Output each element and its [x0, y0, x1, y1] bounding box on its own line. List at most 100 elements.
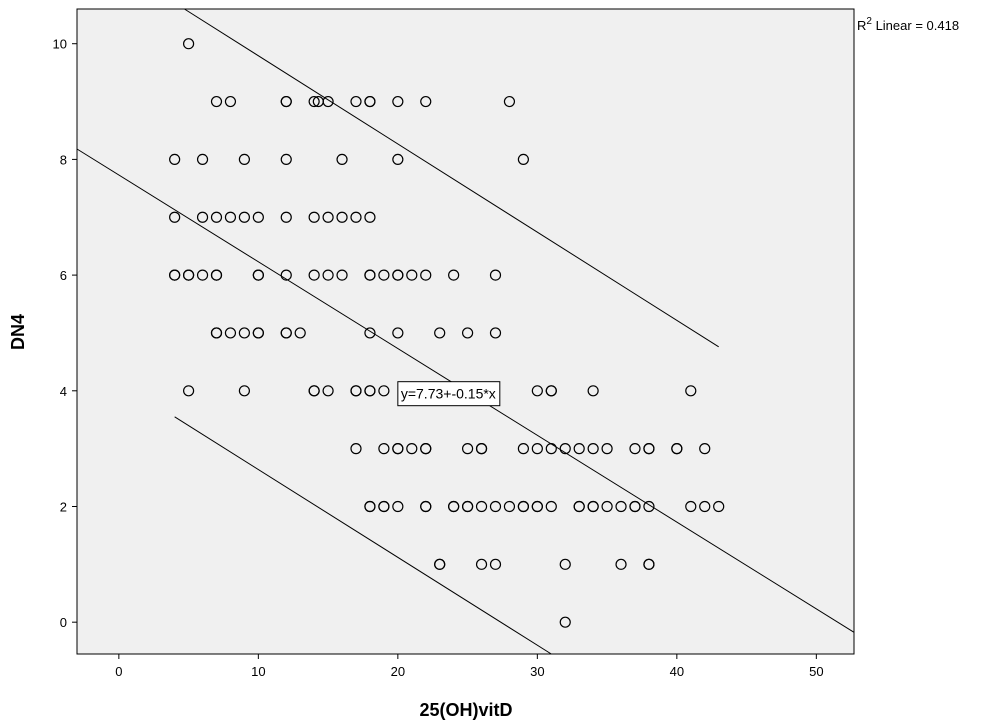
data-point	[280, 153, 292, 166]
data-point	[364, 500, 376, 513]
data-point	[643, 558, 655, 570]
data-point	[559, 558, 571, 570]
data-point	[434, 327, 446, 339]
data-point	[280, 327, 292, 339]
y-tick-label: 8	[60, 152, 67, 167]
data-point	[434, 558, 446, 570]
data-point	[322, 95, 334, 108]
data-point	[643, 443, 655, 455]
data-point	[629, 500, 641, 513]
data-point	[238, 211, 250, 223]
data-point	[392, 95, 404, 108]
data-point	[364, 95, 376, 108]
data-point	[322, 211, 334, 223]
points-layer	[169, 38, 725, 628]
y-tick-label: 4	[60, 384, 67, 399]
data-point	[559, 616, 571, 628]
x-axis-title: 25(OH)vitD	[419, 700, 512, 720]
data-point	[699, 500, 711, 513]
data-point	[210, 327, 223, 339]
data-point	[252, 327, 264, 339]
data-point	[559, 443, 571, 455]
data-point	[503, 95, 516, 108]
data-point	[448, 500, 460, 513]
data-point	[531, 385, 543, 397]
data-point	[489, 558, 502, 570]
data-point	[489, 269, 502, 281]
data-point	[182, 269, 195, 281]
data-point	[378, 269, 390, 281]
data-point	[671, 443, 683, 455]
x-tick-label: 30	[530, 664, 544, 679]
data-point	[406, 269, 418, 281]
data-point	[392, 500, 404, 513]
data-point	[322, 269, 334, 281]
y-axis-title: DN4	[8, 314, 28, 350]
data-point	[238, 385, 250, 397]
y-tick-label: 6	[60, 268, 67, 283]
data-point	[545, 443, 557, 455]
data-point	[420, 95, 432, 108]
data-point	[406, 443, 418, 455]
data-point	[601, 443, 613, 455]
data-point	[420, 500, 432, 513]
data-point	[169, 211, 181, 223]
data-point	[461, 500, 474, 513]
x-tick-label: 50	[809, 664, 823, 679]
data-point	[475, 500, 488, 513]
x-tick-label: 0	[115, 664, 122, 679]
data-point	[308, 269, 320, 281]
data-point	[238, 327, 250, 339]
lower-bound-line	[174, 416, 552, 655]
data-point	[392, 269, 404, 281]
data-point	[196, 153, 209, 166]
y-tick-label: 0	[60, 615, 67, 630]
data-point	[517, 443, 529, 455]
data-point	[448, 269, 460, 281]
data-point	[545, 500, 557, 513]
data-point	[489, 500, 502, 513]
data-point	[252, 211, 264, 223]
data-point	[350, 95, 362, 108]
data-point	[615, 500, 627, 513]
data-point	[517, 500, 529, 513]
r2-label-superscript: 2	[866, 16, 872, 27]
data-point	[475, 443, 488, 455]
x-tick-label: 40	[670, 664, 684, 679]
data-point	[308, 211, 320, 223]
data-point	[196, 269, 209, 281]
data-point	[252, 269, 264, 281]
data-point	[336, 211, 348, 223]
fit-label-box: y=7.73+-0.15*x	[397, 381, 501, 407]
data-point	[280, 211, 292, 223]
data-point	[615, 558, 627, 570]
data-point	[643, 500, 655, 513]
data-point	[308, 95, 320, 108]
data-point	[699, 443, 711, 455]
data-point	[392, 443, 404, 455]
data-point	[461, 443, 474, 455]
data-point	[336, 153, 348, 166]
data-point	[587, 443, 599, 455]
data-point	[224, 211, 237, 223]
data-point	[378, 385, 390, 397]
data-point	[224, 95, 237, 108]
data-point	[573, 500, 585, 513]
data-point	[531, 443, 543, 455]
data-point	[378, 443, 390, 455]
data-point	[364, 327, 376, 339]
data-point	[713, 500, 725, 513]
data-point	[350, 211, 362, 223]
x-tick-label: 10	[251, 664, 265, 679]
data-point	[629, 443, 641, 455]
data-point	[392, 327, 404, 339]
data-point	[350, 443, 362, 455]
data-point	[461, 327, 474, 339]
data-point	[685, 385, 697, 397]
data-point	[238, 153, 250, 166]
data-point	[224, 327, 237, 339]
data-point	[364, 211, 376, 223]
data-point	[210, 95, 223, 108]
data-point	[531, 500, 543, 513]
